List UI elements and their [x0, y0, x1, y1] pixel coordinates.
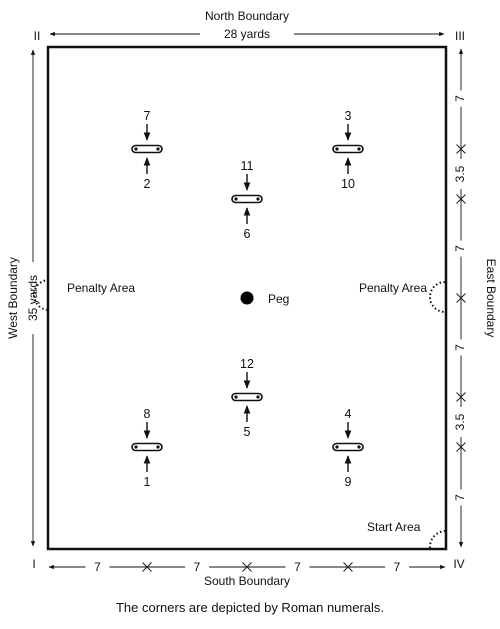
right-tick-3-b	[456, 392, 466, 402]
right-tick-1-b	[456, 194, 466, 204]
penalty-area-left-label: Penalty Area	[67, 281, 135, 295]
hoop-post-right	[256, 197, 260, 201]
penalty-area-left-arc	[33, 279, 50, 311]
hoop-number-bottom: 5	[244, 425, 251, 439]
peg-label: Peg	[268, 292, 289, 306]
hoop-number-top: 8	[144, 407, 151, 421]
hoop-number-top: 3	[345, 109, 352, 123]
bottom-segment-label: 7	[194, 560, 201, 574]
hoop-shape	[131, 442, 163, 452]
hoop-number-bottom: 9	[345, 475, 352, 489]
south-boundary-label: South Boundary	[204, 574, 290, 588]
hoop-shape	[231, 392, 263, 402]
corner-top-left-label: II	[34, 29, 41, 43]
hoop-post-right	[357, 445, 361, 449]
hoop-shape	[332, 442, 364, 452]
corner-bottom-right-label: IV	[453, 557, 464, 571]
right-tick-4-b	[456, 442, 466, 452]
bottom-dimension-segments: 7 7 7 7	[48, 560, 446, 574]
peg-marker	[240, 291, 254, 305]
right-dimension-segments: 7 3.5 7 7 3.5 7	[453, 48, 467, 548]
start-area-arc	[428, 530, 446, 549]
hoop-5: 81	[131, 407, 163, 489]
hoop-post-right	[156, 147, 160, 151]
penalty-area-right-label: Penalty Area	[359, 281, 427, 295]
hoop-number-bottom: 1	[144, 475, 151, 489]
bottom-segment-label: 7	[394, 560, 401, 574]
bottom-segment-label: 7	[94, 560, 101, 574]
hoop-post-right	[156, 445, 160, 449]
hoop-post-left	[335, 147, 339, 151]
hoop-number-top: 7	[144, 109, 151, 123]
right-segment-label: 3.5	[453, 413, 467, 430]
hoop-number-bottom: 10	[341, 177, 355, 191]
bottom-tick-1-b	[242, 562, 252, 572]
start-area-label: Start Area	[367, 520, 421, 534]
hoop-number-top: 4	[345, 407, 352, 421]
north-boundary-label: North Boundary	[205, 9, 289, 23]
right-tick-2-b	[456, 293, 466, 303]
hoop-6: 49	[332, 407, 364, 489]
hoop-post-left	[335, 445, 339, 449]
hoop-shape	[332, 144, 364, 154]
hoop-post-right	[357, 147, 361, 151]
height-dimension-label: 35 yards	[26, 275, 40, 321]
bottom-tick-2-b	[343, 562, 353, 572]
hoop-2: 3 10	[332, 109, 364, 191]
bottom-tick-0-b	[142, 562, 152, 572]
bottom-segment-label: 7	[294, 560, 301, 574]
hoop-post-left	[234, 395, 238, 399]
hoop-post-left	[234, 197, 238, 201]
right-segment-label: 3.5	[453, 165, 467, 182]
west-boundary-label: West Boundary	[6, 257, 20, 339]
corner-top-right-label: III	[455, 29, 465, 43]
hoop-1: 72	[131, 109, 163, 191]
right-segment-label: 7	[453, 344, 467, 351]
lawn-boundary	[46, 45, 448, 551]
right-tick-0-b	[456, 144, 466, 154]
hoop-number-top: 12	[240, 357, 254, 371]
east-boundary-label: East Boundary	[484, 259, 498, 338]
corner-bottom-left-label: I	[32, 557, 35, 571]
right-segment-label: 7	[453, 95, 467, 102]
hoop-post-left	[134, 445, 138, 449]
width-dimension-label: 28 yards	[224, 27, 270, 41]
hoop-post-left	[134, 147, 138, 151]
penalty-area-right-arc	[429, 281, 446, 313]
hoop-post-right	[256, 395, 260, 399]
right-segment-label: 7	[453, 494, 467, 501]
caption: The corners are depicted by Roman numera…	[116, 600, 384, 615]
hoop-3: 11 6	[231, 159, 263, 241]
hoop-shape	[131, 144, 163, 154]
hoop-shape	[231, 194, 263, 204]
hoop-number-bottom: 2	[144, 177, 151, 191]
hoop-4: 12 5	[231, 357, 263, 439]
hoop-number-bottom: 6	[244, 227, 251, 241]
right-segment-label: 7	[453, 245, 467, 252]
hoop-number-top: 11	[241, 159, 254, 173]
